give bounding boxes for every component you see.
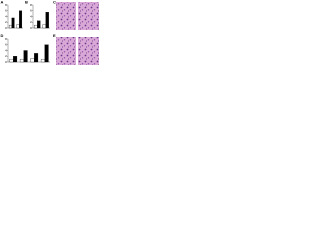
bar (19, 10, 23, 29)
bar (45, 12, 49, 29)
bar (37, 20, 41, 29)
bar (44, 44, 49, 63)
bar (9, 58, 14, 63)
micrograph (56, 2, 76, 30)
bar (16, 24, 20, 29)
bar (34, 53, 39, 63)
panel-label: B (25, 0, 28, 5)
y-tick-label: 8 (5, 3, 7, 7)
y-tick-label: 8 (30, 3, 32, 7)
y-tick-label: 4 (5, 14, 7, 18)
bar (40, 58, 45, 63)
bar (13, 56, 18, 63)
panel-label: A (1, 0, 4, 5)
y-tick-label: 2 (5, 20, 7, 24)
y-tick-label: 2 (5, 54, 7, 58)
bar (19, 58, 24, 63)
y-tick-label: 8 (5, 37, 7, 41)
y-tick-label: 6 (5, 9, 7, 13)
y-tick-label: 0 (30, 26, 32, 30)
bar (11, 17, 15, 29)
y-tick-label: 6 (30, 9, 32, 13)
panel-label: D (1, 33, 4, 38)
y-tick-label: 4 (30, 14, 32, 18)
micrograph (78, 2, 99, 30)
y-tick-label: 2 (30, 20, 32, 24)
panel-label: E (53, 33, 56, 38)
y-tick-label: 4 (5, 48, 7, 52)
bar (23, 50, 28, 63)
micrograph (78, 37, 99, 65)
micrograph (56, 37, 76, 65)
y-tick-label: 6 (5, 43, 7, 47)
y-tick-label: 0 (5, 60, 7, 64)
bar (34, 24, 38, 29)
bar (8, 24, 12, 29)
bar (42, 24, 46, 29)
bar (30, 58, 35, 63)
panel-label: C (53, 0, 56, 5)
y-tick-label: 0 (5, 26, 7, 30)
